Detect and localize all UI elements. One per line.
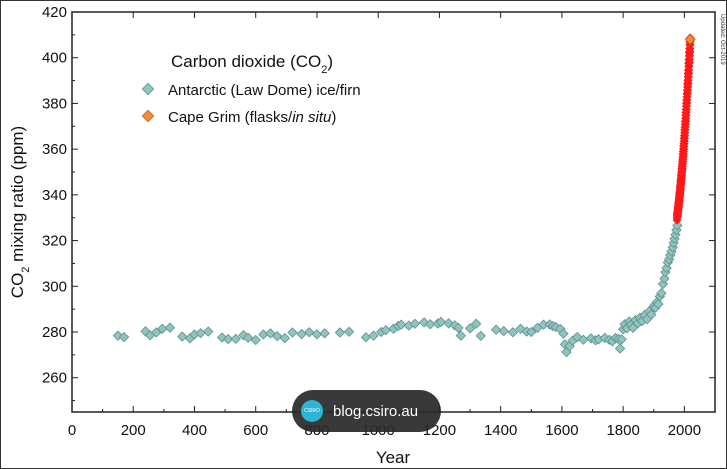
law-dome-point <box>250 334 261 346</box>
y-tick-label: 300 <box>42 278 67 295</box>
law-dome-point <box>151 327 162 338</box>
law-dome-point <box>177 331 188 342</box>
law-dome-point <box>475 330 486 342</box>
legend-title: Carbon dioxide (CO2) <box>171 52 333 76</box>
law-dome-point <box>507 327 519 338</box>
law-dome-point <box>659 273 670 284</box>
legend-label-law-dome: Antarctic (Law Dome) ice/firn <box>168 82 361 99</box>
y-tick-labels: 260 280 300 320 340 360 380 400 420 <box>42 4 67 387</box>
law-dome-point <box>498 325 509 337</box>
x-axis-title: Year <box>376 448 411 467</box>
law-dome-point <box>425 319 436 330</box>
x-tick-label: 1800 <box>606 422 639 439</box>
csiro-logo: CSIRO <box>301 400 323 422</box>
x-tick-label: 400 <box>182 422 207 439</box>
law-dome-point <box>287 327 298 338</box>
legend-marker-law-dome <box>141 82 155 96</box>
law-dome-point <box>435 316 447 328</box>
law-dome-point <box>271 330 283 342</box>
law-dome-point <box>538 319 549 330</box>
law-dome-point <box>614 343 626 354</box>
law-dome-point <box>157 323 168 334</box>
law-dome-point <box>380 325 392 336</box>
law-dome-point <box>258 329 269 340</box>
legend-label-cape-grim: Cape Grim (flasks/in situ) <box>168 109 336 126</box>
law-dome-point <box>653 298 664 310</box>
law-dome-point <box>242 332 254 343</box>
watermark-badge[interactable]: CSIRO blog.csiro.au <box>292 390 441 432</box>
law-dome-point <box>490 324 502 335</box>
x-tick-label: 1400 <box>484 422 517 439</box>
y-tick-label: 340 <box>42 187 67 204</box>
updated-note: Updated: Oct-2019 <box>719 14 725 65</box>
law-dome-point <box>334 327 346 338</box>
y-tick-label: 260 <box>42 370 67 387</box>
cape-grim-latest-point <box>684 33 696 45</box>
law-dome-point <box>296 328 307 340</box>
law-dome-point <box>455 330 467 341</box>
law-dome-point <box>616 334 627 345</box>
y-tick-label: 360 <box>42 141 67 158</box>
law-dome-point <box>453 322 464 334</box>
y-tick-label: 320 <box>42 233 67 250</box>
y-tick-label: 280 <box>42 324 67 341</box>
law-dome-point <box>118 331 130 343</box>
y-tick-label: 380 <box>42 95 67 112</box>
law-dome-point <box>279 333 290 344</box>
law-dome-point <box>578 334 589 345</box>
y-axis-title: CO2 mixing ratio (ppm) <box>8 126 32 298</box>
law-dome-series <box>112 220 683 358</box>
law-dome-point <box>311 329 323 340</box>
law-dome-point <box>304 327 315 338</box>
law-dome-point <box>656 287 667 299</box>
x-tick-label: 200 <box>121 422 146 439</box>
cape-grim-series <box>672 33 696 225</box>
law-dome-point <box>395 319 407 330</box>
law-dome-point <box>409 318 421 329</box>
x-tick-label: 600 <box>243 422 268 439</box>
x-tick-label: 2000 <box>668 422 701 439</box>
law-dome-point <box>464 323 476 334</box>
y-tick-label: 420 <box>42 4 67 21</box>
law-dome-point <box>646 309 657 320</box>
law-dome-point <box>343 326 355 337</box>
law-dome-point <box>230 333 241 345</box>
y-tick-label: 400 <box>42 50 67 67</box>
law-dome-point <box>164 322 176 333</box>
law-dome-point <box>672 220 683 231</box>
watermark-text: blog.csiro.au <box>333 402 419 420</box>
law-dome-point <box>222 333 234 345</box>
law-dome-point <box>319 328 330 339</box>
x-tick-label: 1600 <box>545 422 578 439</box>
law-dome-point <box>360 332 372 343</box>
law-dome-point <box>195 327 206 339</box>
x-tick-label: 0 <box>68 422 76 439</box>
law-dome-point <box>558 328 569 339</box>
law-dome-point <box>526 326 537 338</box>
legend-marker-cape-grim <box>141 109 155 123</box>
law-dome-point <box>471 318 482 329</box>
law-dome-point <box>368 330 379 341</box>
law-dome-point <box>203 326 214 337</box>
